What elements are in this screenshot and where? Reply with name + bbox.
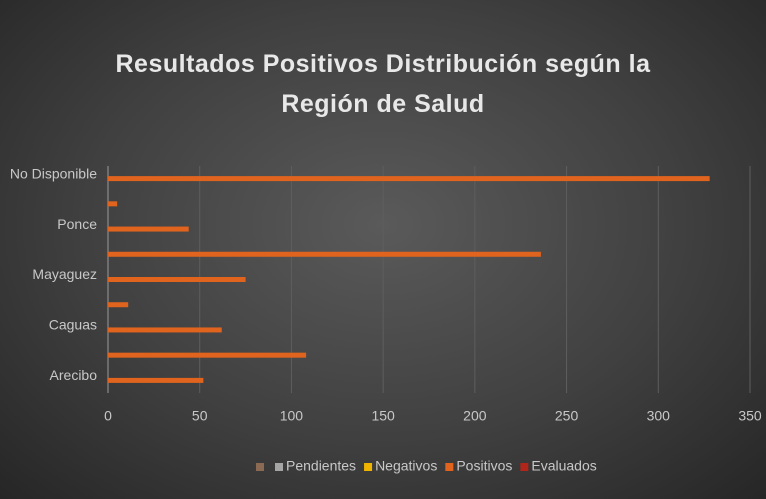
bar xyxy=(108,277,246,282)
bar xyxy=(108,377,204,383)
x-tick-label: 300 xyxy=(647,408,671,424)
legend-swatch xyxy=(520,463,529,471)
x-tick-label: 250 xyxy=(555,408,579,424)
y-tick-label: Arecibo xyxy=(50,367,98,383)
bar xyxy=(108,226,189,232)
bar xyxy=(108,176,710,182)
bar xyxy=(108,302,129,308)
legend-swatch xyxy=(275,463,283,471)
y-tick-label: Mayaguez xyxy=(32,266,97,282)
legend-swatch xyxy=(256,463,264,471)
legend-label: Negativos xyxy=(375,458,437,474)
x-tick-label: 0 xyxy=(104,408,112,424)
y-tick-label: Caguas xyxy=(49,317,97,333)
y-tick-label: No Disponible xyxy=(10,165,97,181)
legend-swatch xyxy=(364,463,373,471)
x-tick-label: 100 xyxy=(280,408,304,424)
legend-label: Positivos xyxy=(456,458,512,474)
legend-label: Evaluados xyxy=(531,458,596,474)
legend-label: Pendientes xyxy=(286,458,356,474)
legend-swatch xyxy=(445,463,454,471)
x-tick-label: 350 xyxy=(738,408,762,424)
bar xyxy=(108,201,118,207)
x-tick-label: 50 xyxy=(192,408,208,424)
chart-title: Resultados Positivos Distribución según … xyxy=(115,50,651,118)
bar xyxy=(108,327,222,333)
x-tick-label: 150 xyxy=(371,408,395,424)
bar xyxy=(108,352,307,358)
x-tick-label: 200 xyxy=(463,408,487,424)
y-tick-label: Ponce xyxy=(57,216,97,232)
bar xyxy=(108,251,541,257)
